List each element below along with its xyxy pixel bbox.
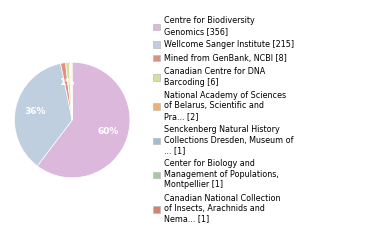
Text: 1%: 1%: [59, 78, 74, 87]
Wedge shape: [60, 63, 72, 120]
Wedge shape: [69, 62, 72, 120]
Wedge shape: [14, 63, 72, 166]
Text: 60%: 60%: [97, 127, 119, 137]
Wedge shape: [70, 62, 72, 120]
Wedge shape: [65, 62, 72, 120]
Text: 36%: 36%: [25, 107, 46, 116]
Wedge shape: [71, 62, 72, 120]
Legend: Centre for Biodiversity
Genomics [356], Wellcome Sanger Institute [215], Mined f: Centre for Biodiversity Genomics [356], …: [153, 17, 294, 223]
Wedge shape: [37, 62, 130, 178]
Wedge shape: [71, 62, 72, 120]
